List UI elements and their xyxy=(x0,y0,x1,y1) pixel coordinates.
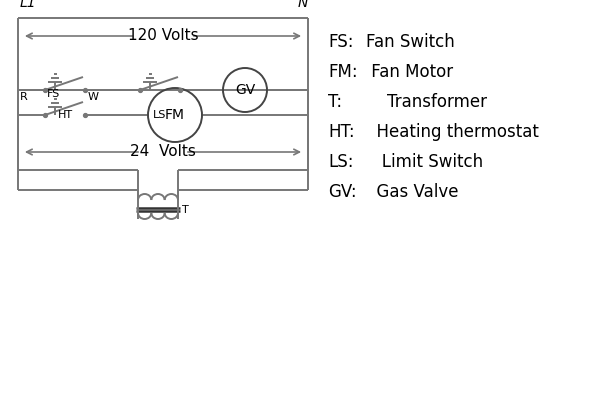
Text: GV: GV xyxy=(235,83,255,97)
Text: Fan Motor: Fan Motor xyxy=(366,63,453,81)
Text: N: N xyxy=(297,0,308,10)
Text: GV:: GV: xyxy=(328,183,356,201)
Text: Fan Switch: Fan Switch xyxy=(366,33,455,51)
Text: L1: L1 xyxy=(20,0,37,10)
Text: T:: T: xyxy=(328,93,342,111)
Text: 120 Volts: 120 Volts xyxy=(127,28,198,44)
Text: Gas Valve: Gas Valve xyxy=(366,183,458,201)
Text: LS: LS xyxy=(153,110,167,120)
Text: FM:: FM: xyxy=(328,63,358,81)
Text: T: T xyxy=(182,205,189,215)
Text: Transformer: Transformer xyxy=(366,93,487,111)
Text: LS:: LS: xyxy=(328,153,353,171)
Text: FS:: FS: xyxy=(328,33,353,51)
Text: Limit Switch: Limit Switch xyxy=(366,153,483,171)
Text: HT: HT xyxy=(57,110,73,120)
Text: HT:: HT: xyxy=(328,123,355,141)
Text: 24  Volts: 24 Volts xyxy=(130,144,196,160)
Text: W: W xyxy=(88,92,99,102)
Text: FS: FS xyxy=(47,89,60,99)
Text: R: R xyxy=(20,92,28,102)
Text: Heating thermostat: Heating thermostat xyxy=(366,123,539,141)
Text: FM: FM xyxy=(165,108,185,122)
